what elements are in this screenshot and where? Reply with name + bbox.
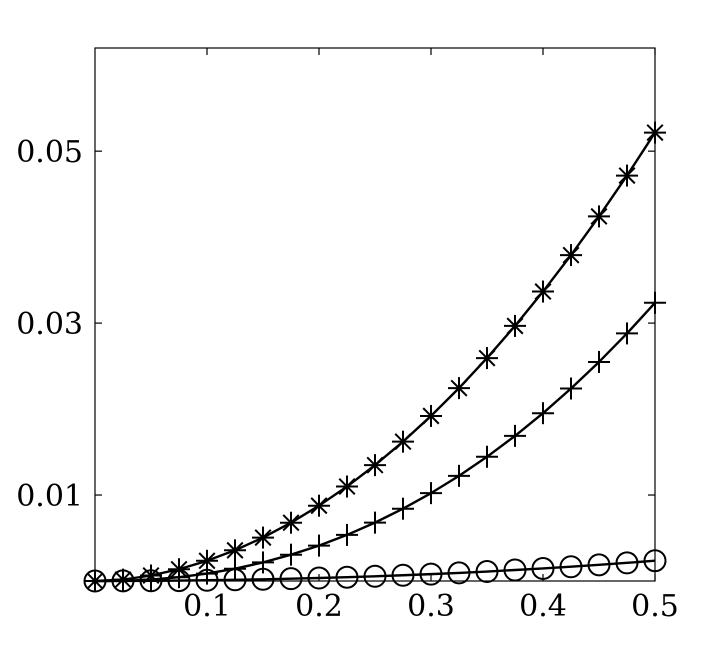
- data-point-plus: [308, 534, 330, 557]
- x-tick-label: 0.2: [295, 589, 343, 624]
- series-line-plus: [94, 301, 656, 583]
- data-point-circle: [195, 568, 219, 592]
- data-point-asterisk: [504, 314, 526, 337]
- data-point-circle: [111, 569, 135, 593]
- data-point-circle: [559, 555, 583, 579]
- data-point-circle: [391, 563, 415, 587]
- data-point-circle: [251, 567, 275, 591]
- y-tick-label: 0.01: [16, 479, 83, 514]
- axes: [94, 47, 656, 582]
- data-point-asterisk: [532, 280, 554, 303]
- y-tick-label: 0.05: [16, 135, 83, 170]
- data-point-asterisk: [392, 430, 414, 453]
- x-tick-label: 0.3: [407, 589, 455, 624]
- data-point-circle: [139, 569, 163, 593]
- data-point-circle: [503, 558, 527, 582]
- data-point-plus: [420, 482, 442, 505]
- data-point-circle: [167, 569, 191, 593]
- data-point-plus: [392, 497, 414, 520]
- data-point-plus: [504, 424, 526, 447]
- x-tick-label: 0.4: [519, 589, 567, 624]
- data-point-plus: [112, 569, 134, 592]
- data-point-asterisk: [308, 494, 330, 517]
- data-point-circle: [279, 567, 303, 591]
- data-point-asterisk: [420, 404, 442, 427]
- data-point-asterisk: [336, 475, 358, 498]
- data-point-asterisk: [560, 244, 582, 267]
- x-tick-label: 0.1: [183, 589, 231, 624]
- data-point-asterisk: [476, 347, 498, 370]
- data-point-circle: [307, 566, 331, 590]
- data-point-plus: [476, 445, 498, 468]
- data-point-plus: [364, 511, 386, 534]
- data-point-plus: [84, 570, 106, 592]
- data-point-plus: [140, 568, 162, 591]
- data-point-circle: [615, 551, 639, 575]
- x-tick-label: 0.5: [631, 589, 679, 624]
- data-point-circle: [475, 560, 499, 584]
- data-point-circle: [531, 556, 555, 580]
- data-point-asterisk: [224, 539, 246, 562]
- data-point-plus: [336, 523, 358, 546]
- data-point-plus: [448, 464, 470, 487]
- data-point-asterisk: [588, 205, 610, 228]
- data-point-asterisk: [616, 164, 638, 187]
- data-point-circle: [223, 568, 247, 592]
- data-point-plus: [616, 322, 638, 345]
- series-line-circle: [94, 559, 656, 583]
- data-point-circle: [335, 565, 359, 589]
- ticks: 0.1 0.2 0.3 0.4 0.5 0.01 0.03 0.05: [16, 48, 679, 624]
- data-point-circle: [587, 553, 611, 577]
- data-point-plus: [560, 377, 582, 400]
- data-point-circle: [363, 564, 387, 588]
- data-point-asterisk: [448, 377, 470, 400]
- data-point-plus: [280, 543, 302, 566]
- data-point-circle: [643, 549, 667, 573]
- data-point-asterisk: [364, 454, 386, 477]
- markers: [83, 121, 667, 593]
- data-point-plus: [644, 291, 666, 314]
- data-point-plus: [252, 551, 274, 574]
- data-point-plus: [532, 402, 554, 425]
- data-point-asterisk: [644, 121, 666, 144]
- data-point-asterisk: [252, 526, 274, 549]
- y-tick-label: 0.03: [16, 307, 83, 342]
- data-point-circle: [447, 561, 471, 585]
- data-point-plus: [588, 350, 610, 373]
- data-point-circle: [419, 562, 443, 586]
- data-point-asterisk: [280, 511, 302, 534]
- plot-frame: [94, 47, 656, 582]
- data-point-circle: [83, 569, 107, 593]
